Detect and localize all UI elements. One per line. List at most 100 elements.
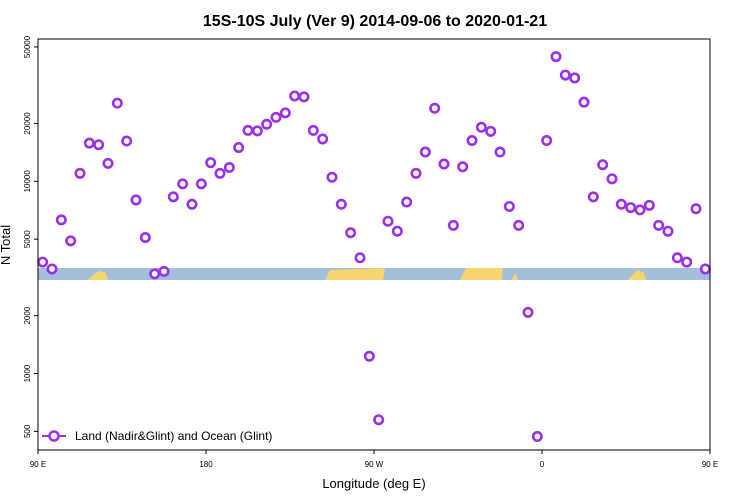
data-point [382, 215, 394, 227]
land-segment [325, 268, 385, 280]
x-tick-label: 180 [199, 460, 213, 469]
data-point [279, 107, 291, 119]
legend-marker [48, 430, 60, 442]
y-tick-label: 1000 [23, 364, 32, 382]
data-point [410, 167, 422, 179]
data-point [615, 198, 627, 210]
data-point [569, 72, 581, 84]
data-point [298, 91, 310, 103]
data-point [653, 219, 665, 231]
legend-label: Land (Nadir&Glint) and Ocean (Glint) [75, 429, 272, 443]
data-point [335, 198, 347, 210]
data-point [541, 135, 553, 147]
y-axis-label: N Total [0, 225, 13, 265]
data-point [74, 167, 86, 179]
x-tick-label: 0 [540, 460, 545, 469]
data-point [186, 198, 198, 210]
data-point [55, 214, 67, 226]
data-point [578, 96, 590, 108]
data-point [307, 124, 319, 136]
data-point [289, 90, 301, 102]
data-point [93, 139, 105, 151]
data-point [83, 137, 95, 149]
data-point [37, 256, 49, 268]
data-point [606, 173, 618, 185]
data-point [690, 203, 702, 215]
data-point [130, 194, 142, 206]
data-point [242, 124, 254, 136]
y-tick-label: 5000 [23, 230, 32, 248]
data-point [121, 135, 133, 147]
data-point [214, 167, 226, 179]
data-point [531, 431, 543, 443]
data-point [485, 125, 497, 137]
data-point [167, 191, 179, 203]
x-axis-label: Longitude (deg E) [322, 476, 425, 491]
data-point [662, 225, 674, 237]
data-point [625, 202, 637, 214]
data-point [438, 158, 450, 170]
data-point [111, 97, 123, 109]
y-tick-label: 10000 [23, 170, 32, 193]
data-point [513, 219, 525, 231]
y-tick-label: 500 [23, 424, 32, 438]
data-point [597, 159, 609, 171]
data-point [139, 232, 151, 244]
y-axis: 500 1000 2000 5000 10000 20000 50000 [23, 35, 38, 438]
data-point [550, 51, 562, 63]
x-axis: 90 E 180 90 W 0 90 E [30, 450, 718, 469]
land-segment [628, 270, 646, 280]
land-segment [460, 268, 503, 280]
data-point [149, 268, 161, 280]
legend: Land (Nadir&Glint) and Ocean (Glint) [42, 429, 272, 443]
y-tick-label: 20000 [23, 112, 32, 135]
data-point [251, 125, 263, 137]
data-point [391, 225, 403, 237]
data-point [326, 171, 338, 183]
data-point [634, 204, 646, 216]
data-point [102, 157, 114, 169]
data-point [46, 263, 58, 275]
data-point [457, 161, 469, 173]
data-point [671, 252, 683, 264]
data-point [447, 219, 459, 231]
data-point [373, 414, 385, 426]
data-point [681, 256, 693, 268]
data-point [429, 102, 441, 114]
data-point [401, 196, 413, 208]
x-tick-label: 90 W [365, 460, 384, 469]
data-point [354, 252, 366, 264]
x-tick-label: 90 E [30, 460, 46, 469]
data-point [317, 133, 329, 145]
data-point [419, 146, 431, 158]
y-tick-label: 2000 [23, 306, 32, 324]
land-segment [88, 271, 108, 280]
chart-title: 15S-10S July (Ver 9) 2014-09-06 to 2020-… [203, 13, 547, 30]
data-point [177, 178, 189, 190]
data-point [205, 157, 217, 169]
data-point [363, 350, 375, 362]
data-point [559, 69, 571, 81]
data-point [223, 161, 235, 173]
data-point [65, 235, 77, 247]
data-point [233, 141, 245, 153]
data-point [522, 306, 534, 318]
data-point [643, 199, 655, 211]
data-point [270, 111, 282, 123]
land-segment [512, 273, 518, 280]
data-point [261, 118, 273, 130]
data-point [345, 227, 357, 239]
data-point [587, 191, 599, 203]
surface-band [38, 268, 710, 280]
data-point [475, 121, 487, 133]
data-point [195, 178, 207, 190]
y-tick-label: 50000 [23, 35, 32, 58]
x-tick-label: 90 E [702, 460, 718, 469]
plot-frame [37, 38, 711, 451]
data-point [699, 263, 711, 275]
data-point [494, 146, 506, 158]
data-point [503, 200, 515, 212]
data-point [466, 135, 478, 147]
data-point [158, 265, 170, 277]
